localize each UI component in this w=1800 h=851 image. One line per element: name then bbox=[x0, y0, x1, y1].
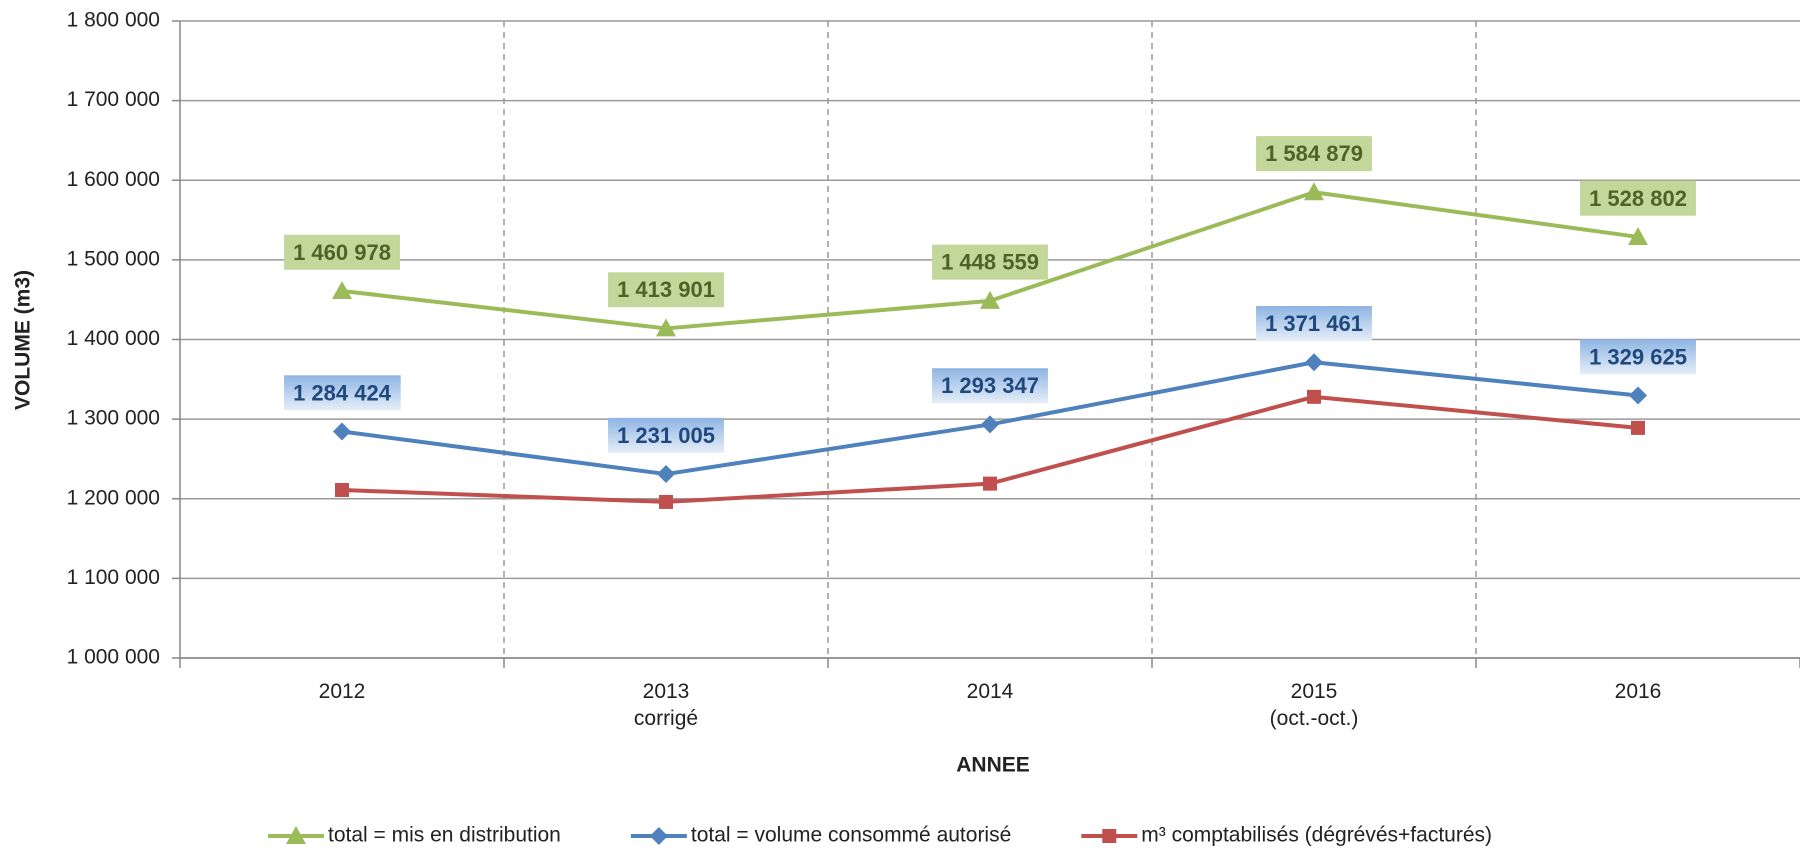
data-label: 1 329 625 bbox=[1589, 344, 1687, 369]
marker bbox=[981, 415, 999, 434]
marker bbox=[1307, 389, 1321, 404]
marker bbox=[656, 318, 676, 337]
series: 1 284 424 1 231 005 1 293 347 1 371 461 1 32… bbox=[284, 306, 1696, 484]
data-label-box bbox=[932, 368, 1048, 404]
data-label-box bbox=[608, 417, 724, 453]
y-axis-title: VOLUME (m3) bbox=[12, 270, 35, 410]
data-label-box bbox=[932, 244, 1048, 280]
y-tick-label: 1 100 000 bbox=[67, 566, 160, 589]
y-tick-label: 1 300 000 bbox=[67, 407, 160, 430]
marker bbox=[1305, 353, 1323, 372]
data-label: 1 584 879 bbox=[1265, 141, 1363, 166]
legend-label: m³ comptabilisés (dégrévés+facturés) bbox=[1141, 824, 1492, 847]
y-tick-label: 1 700 000 bbox=[67, 88, 160, 111]
series bbox=[335, 389, 1645, 509]
marker bbox=[1631, 420, 1645, 435]
marker bbox=[335, 482, 349, 497]
data-label: 1 293 347 bbox=[941, 373, 1039, 398]
data-label-box bbox=[1256, 306, 1372, 342]
marker bbox=[332, 280, 352, 299]
marker bbox=[333, 422, 351, 441]
marker bbox=[659, 494, 673, 509]
series: 1 460 978 1 413 901 1 448 559 1 584 879 1 52… bbox=[284, 136, 1696, 337]
marker bbox=[1304, 182, 1324, 201]
data-label-box bbox=[1580, 180, 1696, 216]
data-label-box bbox=[1256, 136, 1372, 172]
marker bbox=[1629, 386, 1647, 405]
data-label-box bbox=[1580, 339, 1696, 375]
data-label: 1 284 424 bbox=[293, 380, 392, 405]
data-label: 1 528 802 bbox=[1589, 186, 1687, 211]
legend-label: total = volume consommé autorisé bbox=[691, 824, 1011, 847]
marker bbox=[1628, 226, 1648, 245]
marker bbox=[980, 290, 1000, 309]
x-tick-label: 2013 corrigé bbox=[633, 680, 699, 730]
x-axis-title: ANNEE bbox=[956, 754, 1030, 777]
x-tick-label: 2014 bbox=[966, 680, 1014, 703]
data-label: 1 231 005 bbox=[617, 423, 715, 448]
x-tick-label: 2015 (oct.-oct.) bbox=[1269, 680, 1359, 730]
data-label-box bbox=[284, 375, 401, 411]
y-tick-label: 1 500 000 bbox=[67, 247, 160, 270]
marker bbox=[657, 465, 675, 484]
data-label: 1 448 559 bbox=[941, 250, 1039, 275]
marker bbox=[1102, 829, 1117, 843]
data-label: 1 460 978 bbox=[293, 240, 391, 265]
y-tick-label: 1 600 000 bbox=[67, 168, 160, 191]
y-tick-label: 1 800 000 bbox=[67, 9, 160, 32]
data-label-box bbox=[608, 272, 724, 308]
marker bbox=[649, 827, 668, 845]
data-label: 1 413 901 bbox=[617, 277, 715, 302]
legend-label: total = mis en distribution bbox=[328, 824, 561, 847]
data-label: 1 371 461 bbox=[1265, 311, 1363, 336]
y-tick-label: 1 000 000 bbox=[67, 646, 160, 669]
y-tick-label: 1 400 000 bbox=[67, 327, 160, 350]
x-tick-label: 2012 bbox=[318, 680, 366, 703]
y-tick-label: 1 200 000 bbox=[67, 486, 160, 509]
marker bbox=[983, 476, 997, 491]
x-tick-label: 2016 bbox=[1614, 680, 1662, 703]
data-label-box bbox=[284, 234, 400, 270]
marker bbox=[286, 826, 306, 844]
